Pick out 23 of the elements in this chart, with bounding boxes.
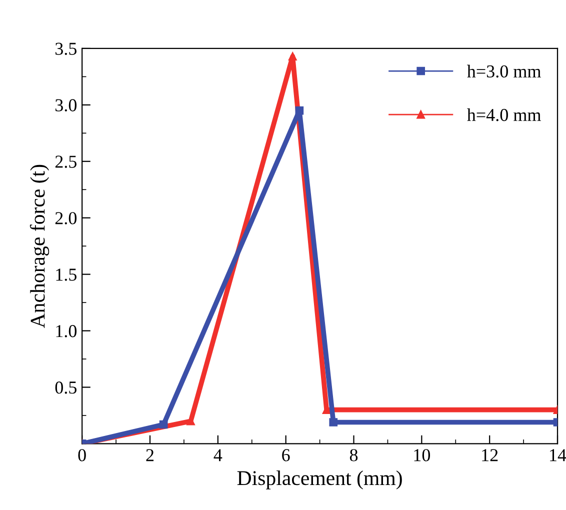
point: [329, 418, 338, 426]
x-tick-label: 8: [350, 449, 358, 462]
x-tick-label: 14: [550, 449, 566, 462]
x-tick-label: 10: [414, 449, 430, 462]
point: [295, 106, 304, 115]
y-tick-label: 3.0: [56, 99, 77, 112]
y-tick-label: 2.5: [55, 156, 77, 168]
y-tick-label: 0.5: [55, 381, 77, 394]
y-tick-label: 2.0: [55, 212, 77, 224]
y-axis-title: Anchorage force (t): [30, 164, 50, 328]
x-tick-label: 2: [146, 449, 154, 462]
y-tick-label: 3.5: [56, 42, 77, 55]
x-tick-label: 0: [78, 449, 86, 462]
x-axis-title: Displacement (mm): [237, 470, 402, 490]
point: [288, 52, 297, 61]
y-tick-label: 1.5: [56, 268, 77, 281]
point: [159, 420, 168, 429]
x-tick-label: 6: [282, 449, 290, 462]
x-tick-label: 12: [482, 449, 498, 462]
legend-label: h=4.0 mm: [467, 108, 541, 122]
legend-label: h=3.0 mm: [467, 64, 541, 78]
y-tick-label: 1.0: [56, 325, 77, 338]
x-tick-label: 4: [214, 449, 222, 462]
